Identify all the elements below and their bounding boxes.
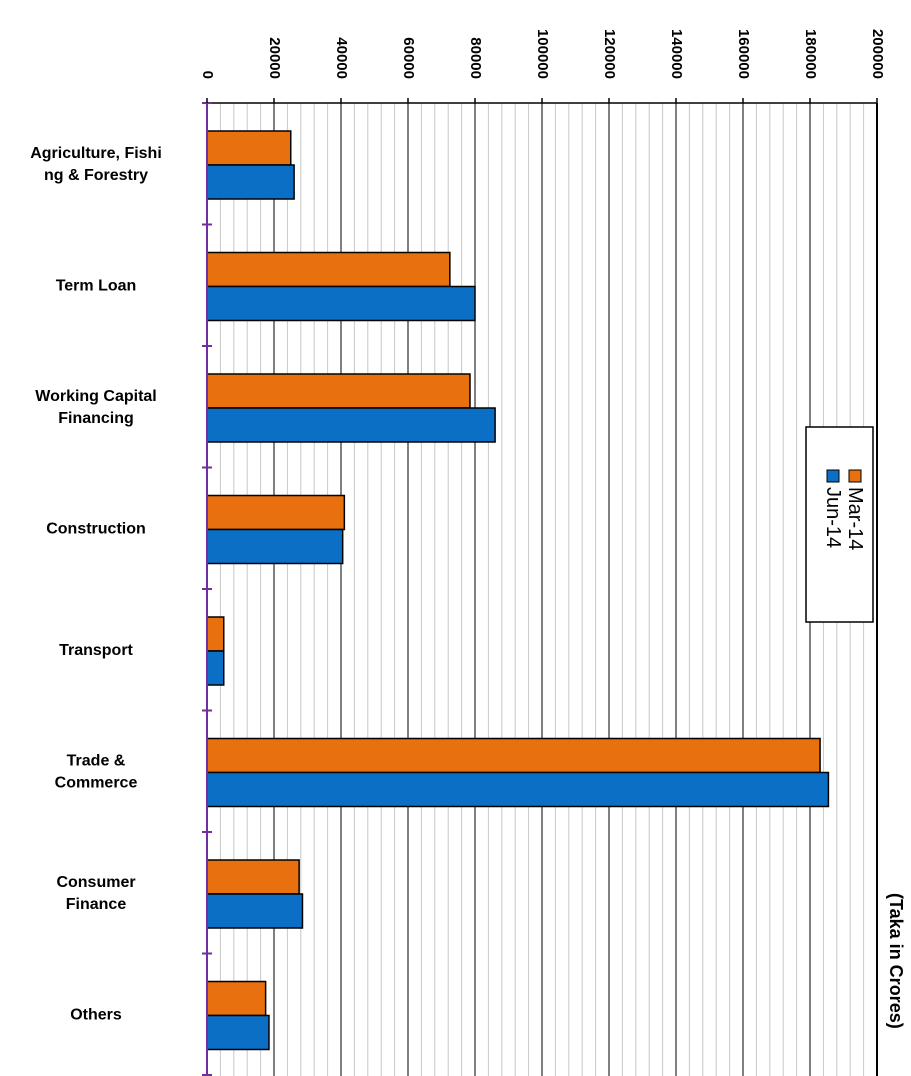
legend-box bbox=[805, 426, 874, 623]
category-label: Finance bbox=[66, 896, 127, 913]
bar-jun-14-7 bbox=[206, 1014, 270, 1051]
category-label: Trade & bbox=[67, 753, 126, 770]
category-labels: Agriculture, Fishi ng & Forestry Term Loan… bbox=[30, 145, 162, 1024]
tick-label: 0 bbox=[199, 71, 216, 79]
tick-label: 160000 bbox=[735, 29, 752, 79]
bar-jun-14-4 bbox=[206, 650, 225, 686]
category-label: Agriculture, Fishi bbox=[30, 145, 162, 162]
bar-jun-14-2 bbox=[206, 407, 496, 443]
unit-label: (Taka in Crores) bbox=[886, 893, 906, 1029]
bar-mar-14-7 bbox=[206, 980, 267, 1017]
bar-mar-14-3 bbox=[206, 494, 346, 531]
tick-label: 40000 bbox=[333, 37, 350, 79]
tick-label: 200000 bbox=[869, 29, 886, 79]
bar-jun-14-1 bbox=[206, 285, 476, 322]
bars bbox=[206, 130, 830, 1051]
tick-label: 100000 bbox=[534, 29, 551, 79]
category-label: Term Loan bbox=[56, 278, 137, 295]
bar-mar-14-1 bbox=[206, 251, 451, 288]
category-label: Construction bbox=[46, 521, 146, 538]
bar-mar-14-0 bbox=[206, 130, 292, 166]
bar-jun-14-6 bbox=[206, 893, 304, 929]
category-label: Commerce bbox=[55, 775, 138, 792]
bar-mar-14-2 bbox=[206, 373, 471, 409]
tick-label: 180000 bbox=[802, 29, 819, 79]
bar-jun-14-3 bbox=[206, 528, 344, 565]
category-label: Financing bbox=[58, 410, 134, 427]
tick-label: 60000 bbox=[400, 37, 417, 79]
grid-lines bbox=[219, 103, 878, 1076]
tick-label: 120000 bbox=[601, 29, 618, 79]
category-label: Transport bbox=[59, 642, 133, 659]
legend-label: Mar-14 bbox=[844, 487, 866, 550]
category-label: Others bbox=[70, 1007, 122, 1024]
category-label: Working Capital bbox=[35, 388, 157, 405]
tick-label: 140000 bbox=[668, 29, 685, 79]
legend-swatch bbox=[826, 469, 840, 483]
tick-label: 20000 bbox=[266, 37, 283, 79]
legend-label: Jun-14 bbox=[822, 487, 844, 548]
category-label: ng & Forestry bbox=[44, 167, 148, 184]
legend-swatch bbox=[848, 469, 862, 483]
bar-mar-14-4 bbox=[206, 616, 225, 652]
axes bbox=[202, 98, 878, 1076]
tick-label: 80000 bbox=[467, 37, 484, 79]
bar-jun-14-0 bbox=[206, 164, 295, 200]
bar-mar-14-5 bbox=[206, 737, 821, 774]
bar-mar-14-6 bbox=[206, 859, 300, 895]
bar-jun-14-5 bbox=[206, 771, 830, 808]
tick-labels: 0 20000 40000 60000 80000 100000 120000 140000 1… bbox=[199, 29, 886, 79]
category-label: Consumer bbox=[56, 874, 135, 891]
